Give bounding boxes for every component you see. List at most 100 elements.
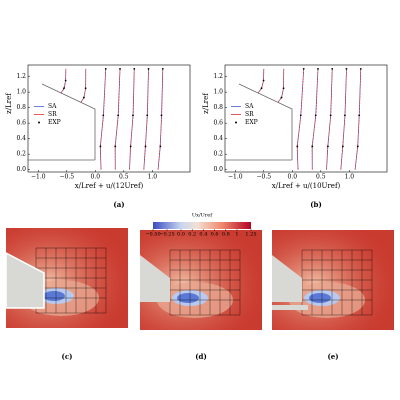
contour-field xyxy=(271,229,395,331)
exp-point xyxy=(311,145,314,148)
geometry-wall xyxy=(225,83,293,161)
panel-caption: (d) xyxy=(195,352,207,361)
x-tick-label: 1.0 xyxy=(148,174,158,181)
y-tick-label: 0.8 xyxy=(213,104,223,111)
exp-point xyxy=(282,87,285,90)
y-axis-label: z/Lref xyxy=(202,92,210,114)
y-tick-label: 0.8 xyxy=(16,104,26,111)
x-tick-label: 0.0 xyxy=(91,174,101,181)
x-tick-label: −1.0 xyxy=(31,174,46,181)
exp-point xyxy=(329,114,332,117)
exp-point xyxy=(260,87,263,90)
panel-caption: (c) xyxy=(62,352,73,361)
legend-label: EXP xyxy=(48,119,61,126)
x-tick-label: −1.0 xyxy=(228,174,243,181)
exp-point xyxy=(64,79,67,82)
exp-point xyxy=(327,145,329,148)
exp-point xyxy=(159,145,162,148)
x-axis-label: x/Lref + u/(10Uref) xyxy=(272,182,341,190)
x-tick-label: 0.5 xyxy=(316,174,326,181)
y-tick-label: 0.4 xyxy=(16,135,26,142)
y-tick-label: 0.6 xyxy=(16,120,26,127)
y-tick-label: 1.0 xyxy=(213,89,223,96)
contour-field xyxy=(5,227,129,329)
x-tick-label: 0.5 xyxy=(119,174,129,181)
x-tick-label: −0.5 xyxy=(59,174,74,181)
y-tick-label: 0.2 xyxy=(213,151,223,158)
profile-charts: −1.0 −0.5 0.0 0.5 1.0 0.0 0.2 0.4 0.6 0.8 1.0 1.2 x/… xyxy=(5,64,388,209)
panel-caption: (e) xyxy=(327,352,338,361)
exp-point xyxy=(331,67,334,70)
colorbar-tick-label: −0.25 xyxy=(159,232,174,238)
x-tick-label: −0.5 xyxy=(256,174,271,181)
profile-line xyxy=(60,68,164,170)
exp-point xyxy=(359,67,362,70)
legend-label: SR xyxy=(48,111,57,118)
legend-label: SA xyxy=(48,103,57,110)
exp-point xyxy=(146,114,149,117)
x-tick-label: 1.0 xyxy=(345,174,355,181)
x-tick-label: 0.0 xyxy=(288,174,298,181)
legend-label: SR xyxy=(245,111,254,118)
contour-field xyxy=(139,229,263,331)
exp-point xyxy=(356,145,359,148)
plot-frame xyxy=(224,64,388,173)
colorbar-tick-label: 1 xyxy=(235,232,238,238)
colorbar-tick-label: 0.0 xyxy=(177,232,185,238)
exp-point xyxy=(147,67,150,70)
exp-point xyxy=(262,79,265,82)
exp-point xyxy=(299,114,302,117)
exp-point xyxy=(341,145,344,148)
profile-line xyxy=(257,68,362,170)
y-tick-label: 0.0 xyxy=(213,166,223,173)
exp-point xyxy=(83,96,85,99)
exp-point xyxy=(114,145,117,148)
exp-point xyxy=(102,114,105,117)
legend-swatch xyxy=(38,121,40,124)
colorbar xyxy=(153,222,251,229)
exp-point xyxy=(133,67,136,70)
exp-point xyxy=(358,114,361,117)
exp-point xyxy=(302,67,305,70)
y-tick-label: 1.0 xyxy=(16,89,26,96)
colorbar-tick-label: −0.50 xyxy=(145,232,160,238)
exp-point xyxy=(314,114,317,117)
y-tick-label: 1.2 xyxy=(213,73,223,80)
colorbar-label: Ux/Uref xyxy=(192,213,213,219)
colorbar-tick-label: 1.25 xyxy=(245,232,256,238)
exp-point xyxy=(160,114,163,117)
contour-panels: Ux/Uref (c) (d) (e) −0.50−0.25 0.0 0.2 0.4 0… xyxy=(5,213,395,361)
profile-chart: −1.0 −0.5 0.0 0.5 1.0 0.0 0.2 0.4 0.6 0.8 1.0 1.2 x/… xyxy=(5,64,191,209)
exp-point xyxy=(144,145,147,148)
profile-chart: −1.0 −0.5 0.0 0.5 1.0 0.0 0.2 0.4 0.6 0.8 1.0 1.2 x/… xyxy=(202,64,388,209)
exp-point xyxy=(63,87,65,90)
exp-point xyxy=(129,145,132,148)
colorbar-tick-label: 0.2 xyxy=(188,232,196,238)
y-axis-label: z/Lref xyxy=(5,92,13,114)
exp-point xyxy=(345,67,348,70)
exp-point xyxy=(344,114,346,117)
profile-line xyxy=(257,68,362,170)
exp-point xyxy=(161,67,164,70)
profile-line xyxy=(60,68,164,170)
exp-point xyxy=(117,114,120,117)
colorbar-tick-label: 0.4 xyxy=(199,232,207,238)
y-tick-label: 1.2 xyxy=(16,73,26,80)
exp-point xyxy=(296,145,299,148)
colorbar-tick-label: 0.6 xyxy=(211,232,219,238)
panel-caption: (a) xyxy=(113,200,124,209)
x-axis-label: x/Lref + u/(12Uref) xyxy=(75,182,144,190)
legend-label: EXP xyxy=(245,119,258,126)
plot-frame xyxy=(27,64,191,173)
exp-point xyxy=(132,114,134,117)
exp-point xyxy=(317,67,319,70)
exp-point xyxy=(84,87,87,90)
exp-point xyxy=(99,145,102,148)
panel-caption: (b) xyxy=(310,200,322,209)
geometry-wall xyxy=(28,83,96,161)
y-tick-label: 0.4 xyxy=(213,135,223,142)
legend-swatch xyxy=(235,121,237,124)
colorbar-tick-label: 0.8 xyxy=(222,232,230,238)
y-tick-label: 0.6 xyxy=(213,120,223,127)
